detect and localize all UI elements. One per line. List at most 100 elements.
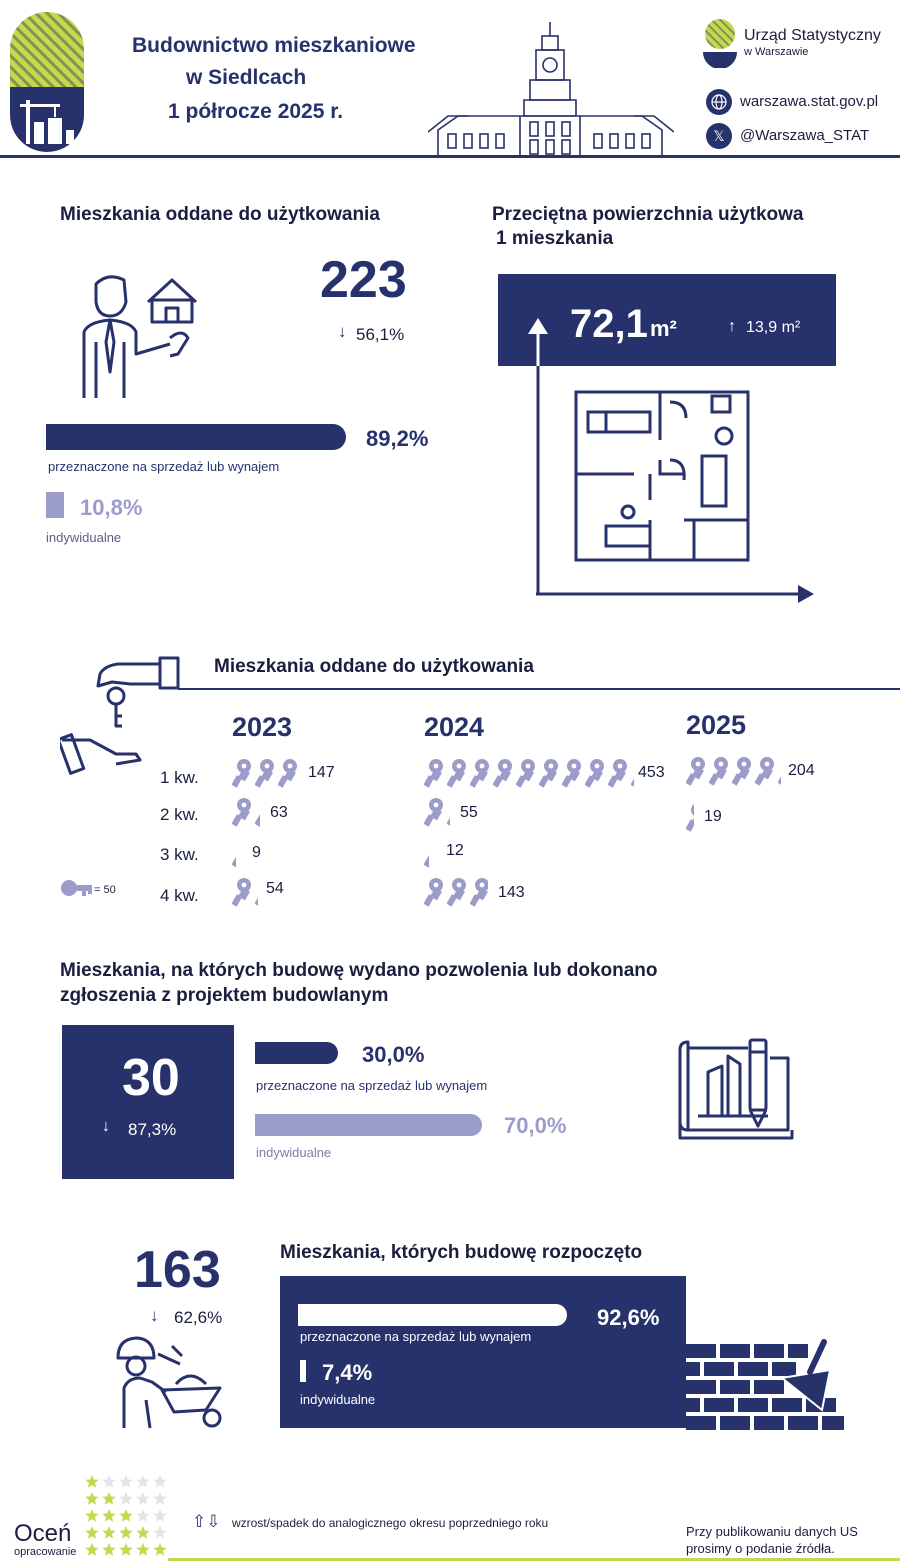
permits-title-line2: zgłoszenia z projektem budowlanym (60, 985, 389, 1006)
star-icon (136, 1509, 150, 1522)
partial-key-icon (278, 758, 298, 788)
palace-illustration (427, 20, 675, 158)
legend-explanation: wzrost/spadek do analogicznego okresu po… (232, 1516, 549, 1530)
key-icon (469, 758, 491, 788)
construction-logo (10, 12, 84, 152)
value-2024-q3: 12 (446, 842, 464, 859)
key-icon (423, 758, 445, 788)
avg-area-title-line2: 1 mieszkania (496, 228, 614, 249)
key-icon (492, 758, 514, 788)
completed-change: 56,1% (356, 325, 405, 344)
completed-individual-bar (46, 492, 64, 518)
started-for-sale-label: przeznaczone na sprzedaż lub wynajem (300, 1329, 532, 1344)
star-icon (102, 1509, 116, 1522)
partial-key-icon (255, 797, 260, 827)
x-handle-link[interactable]: @Warszawa_STAT (740, 127, 870, 144)
page-title-line2: w Siedlcach (186, 66, 307, 89)
value-2023-q1: 147 (308, 764, 335, 781)
year-2025: 2025 (686, 710, 747, 740)
permits-change: 87,3% (128, 1120, 177, 1139)
keys-2023-q1 (231, 758, 300, 788)
key-icon (538, 758, 560, 788)
started-for-sale-pct: 92,6% (597, 1305, 660, 1330)
avg-area-change: 13,9 m² (746, 319, 801, 336)
key-icon (423, 797, 445, 827)
quarter-label: 2 kw. (160, 805, 199, 824)
permits-individual-bar (255, 1114, 482, 1136)
key-icon (584, 758, 606, 788)
rate-label[interactable]: Oceń (14, 1520, 72, 1547)
website-link[interactable]: warszawa.stat.gov.pl (740, 93, 879, 110)
quarter-label: 3 kw. (160, 845, 199, 864)
completed-for-sale-bar (46, 424, 346, 450)
completed-value: 223 (320, 251, 407, 309)
down-arrow-icon: ↓ (150, 1306, 159, 1325)
star-icon (136, 1526, 150, 1539)
avg-area-title-line1: Przeciętna powierzchnia użytkowa (492, 204, 804, 225)
star-icon (119, 1492, 133, 1505)
star-icon (153, 1492, 167, 1505)
partial-key-icon (631, 758, 634, 788)
up-down-arrows-icon: ⇧⇩ (192, 1512, 221, 1531)
started-individual-pct: 7,4% (322, 1360, 373, 1385)
x-logo-icon: 𝕏 (706, 123, 732, 149)
keys-2024-q2 (423, 797, 452, 827)
org-name-line1: Urząd Statystyczny (744, 27, 881, 44)
star-icon (102, 1543, 116, 1556)
started-value: 163 (134, 1241, 221, 1299)
brick-wall-trowel-icon (686, 1320, 844, 1430)
key-icon (423, 877, 445, 907)
key-icon (231, 797, 253, 827)
source-note-line2: prosimy o podanie źródła. (686, 1541, 835, 1556)
star-icon (85, 1475, 99, 1488)
keys-2025-q2 (686, 802, 696, 832)
down-arrow-icon: ↓ (338, 322, 347, 341)
value-2023-q3: 9 (252, 844, 261, 861)
value-2023-q2: 63 (270, 804, 288, 821)
star-icon (119, 1543, 133, 1556)
key-icon (231, 877, 253, 907)
quarter-label: 4 kw. (160, 886, 199, 905)
star-icon (85, 1492, 99, 1505)
partial-key-icon (424, 838, 429, 868)
completed-title: Mieszkania oddane do użytkowania (60, 204, 380, 225)
started-title: Mieszkania, których budowę rozpoczęto (280, 1242, 643, 1263)
star-icon (136, 1475, 150, 1488)
businessman-house-icon (78, 272, 208, 400)
org-logo (700, 18, 740, 69)
keys-2024-q1 (423, 758, 636, 788)
star-icon (102, 1475, 116, 1488)
page-title-line3: 1 półrocze 2025 r. (168, 100, 344, 123)
permits-title-line1: Mieszkania, na których budowę wydano poz… (60, 960, 658, 981)
star-icon (119, 1475, 133, 1488)
star-icon (153, 1543, 167, 1556)
partial-key-icon (447, 797, 450, 827)
value-2025-q1: 204 (788, 762, 815, 779)
rating-stars[interactable] (84, 1474, 168, 1558)
star-icon (153, 1526, 167, 1539)
avg-area-unit: m² (650, 316, 677, 341)
avg-area-box (498, 274, 836, 366)
key-icon (685, 756, 707, 786)
completed-individual-label: indywidualne (46, 530, 122, 545)
permits-individual-label: indywidualne (256, 1145, 332, 1160)
star-icon (85, 1543, 99, 1556)
header: Budownictwo mieszkaniowe w Siedlcach 1 p… (0, 0, 900, 160)
key-icon (515, 758, 537, 788)
started-for-sale-bar (298, 1304, 567, 1326)
blueprint-pencil-icon (678, 1030, 796, 1142)
globe-icon (706, 89, 732, 115)
right-axis-arrow-icon (536, 584, 816, 604)
org-name-line2: w Warszawie (744, 46, 809, 58)
key-icon (731, 756, 753, 786)
started-change: 62,6% (174, 1308, 223, 1327)
up-arrow-icon: ↑ (728, 318, 736, 335)
up-axis-arrow-icon (526, 318, 550, 598)
star-icon (153, 1509, 167, 1522)
header-divider (0, 155, 900, 158)
partial-key-icon (255, 877, 258, 907)
quarterly-title: Mieszkania oddane do użytkowania (214, 656, 534, 677)
down-arrow-icon: ↓ (102, 1118, 110, 1135)
permits-for-sale-bar (255, 1042, 338, 1064)
key-icon (254, 758, 276, 788)
